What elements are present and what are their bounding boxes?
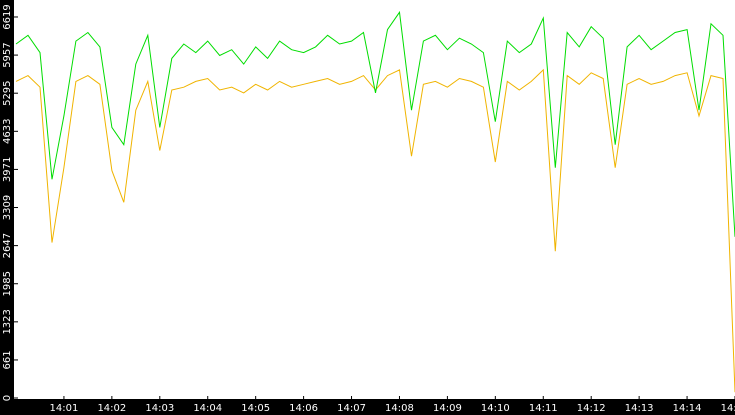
x-tick-label: 14:07 [337, 403, 366, 414]
x-tick-label: 14:09 [433, 403, 462, 414]
y-tick-label: 1985 [2, 271, 13, 296]
x-tick-label: 14:15 [721, 403, 735, 414]
x-tick-label: 14:02 [97, 403, 126, 414]
y-axis-band [0, 0, 14, 415]
y-tick-label: 3309 [2, 195, 13, 220]
x-tick-label: 14:11 [529, 403, 558, 414]
x-tick-label: 14:10 [481, 403, 510, 414]
y-tick-label: 1323 [2, 309, 13, 334]
x-axis-band [0, 399, 735, 415]
y-tick-label: 5295 [2, 80, 13, 105]
x-tick-label: 14:08 [385, 403, 414, 414]
x-tick-label: 14:04 [193, 403, 222, 414]
y-tick-label: 2647 [2, 233, 13, 258]
y-tick-label: 661 [2, 350, 13, 369]
y-tick-label: 0 [2, 395, 13, 401]
y-tick-label: 5957 [2, 42, 13, 67]
x-tick-label: 14:03 [145, 403, 174, 414]
y-tick-label: 3971 [2, 157, 13, 182]
x-tick-label: 14:12 [577, 403, 606, 414]
series-line [15, 10, 735, 237]
x-tick-label: 14:01 [50, 403, 79, 414]
x-tick-label: 14:05 [241, 403, 270, 414]
y-tick-label: 6619 [2, 4, 13, 29]
x-tick-label: 14:06 [289, 403, 318, 414]
y-tick-label: 4633 [2, 119, 13, 144]
x-tick-label: 14:13 [625, 403, 654, 414]
series-line [15, 68, 735, 393]
x-tick-label: 14:14 [673, 403, 702, 414]
